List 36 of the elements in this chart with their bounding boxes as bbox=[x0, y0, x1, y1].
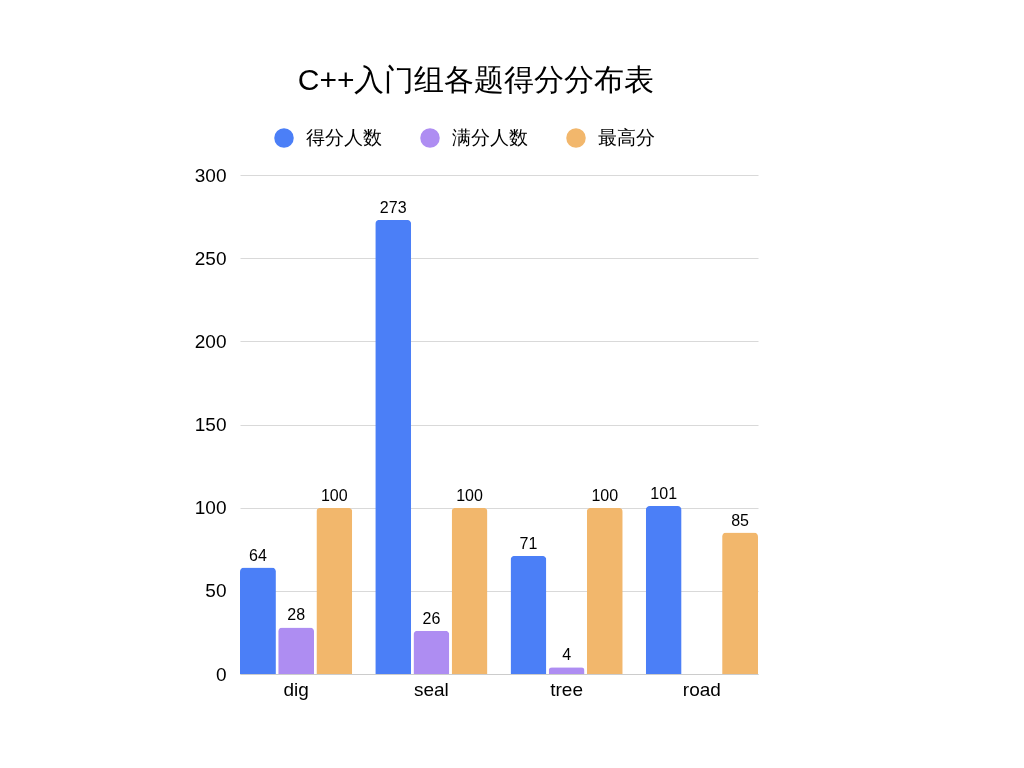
bar bbox=[316, 507, 353, 674]
y-tick-label: 250 bbox=[194, 247, 227, 269]
legend-label: 得分人数 bbox=[306, 127, 382, 148]
bar bbox=[278, 627, 315, 674]
data-label: 28 bbox=[287, 606, 306, 624]
data-label: 85 bbox=[731, 511, 750, 529]
y-tick-label: 300 bbox=[194, 164, 227, 186]
bar bbox=[586, 507, 623, 674]
bar bbox=[451, 507, 488, 674]
data-label: 71 bbox=[519, 534, 538, 552]
bar bbox=[645, 506, 682, 674]
data-label: 26 bbox=[422, 609, 441, 627]
y-tick-label: 100 bbox=[194, 497, 227, 519]
bar bbox=[510, 555, 547, 674]
bar bbox=[240, 567, 276, 674]
data-label: 100 bbox=[320, 486, 348, 504]
y-tick-label: 0 bbox=[215, 663, 227, 685]
y-tick-label: 150 bbox=[194, 414, 227, 435]
bar bbox=[722, 532, 758, 674]
x-tick-label: dig bbox=[283, 678, 309, 700]
bar bbox=[375, 219, 412, 674]
legend-label: 满分人数 bbox=[452, 127, 528, 148]
x-tick-label: seal bbox=[413, 678, 449, 700]
data-label: 101 bbox=[650, 485, 678, 502]
bar bbox=[413, 630, 450, 674]
y-tick-label: 50 bbox=[205, 580, 227, 602]
data-label: 64 bbox=[249, 546, 267, 564]
data-label: 273 bbox=[379, 198, 407, 216]
chart-title: C++入门组各题得分分布表 bbox=[297, 63, 655, 96]
x-tick-label: road bbox=[682, 678, 721, 700]
legend-label: 最高分 bbox=[598, 127, 655, 148]
data-label: 100 bbox=[456, 486, 483, 504]
data-label: 4 bbox=[562, 646, 572, 664]
y-tick-label: 200 bbox=[194, 330, 227, 352]
data-label: 100 bbox=[591, 486, 619, 504]
x-tick-label: tree bbox=[550, 678, 583, 700]
